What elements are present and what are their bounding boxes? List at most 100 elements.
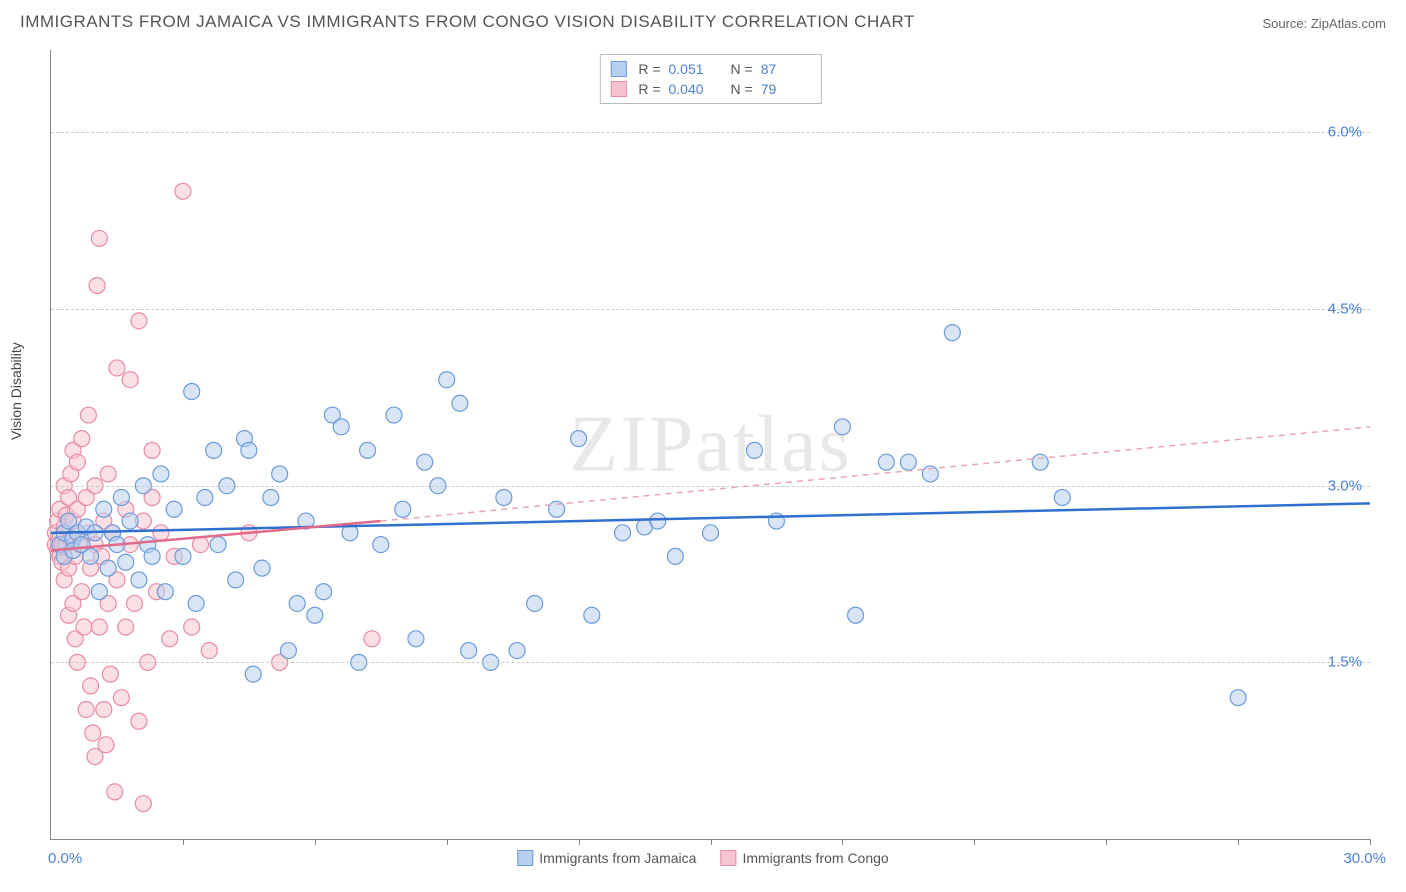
scatter-point [245,666,261,682]
scatter-point [395,501,411,517]
scatter-point [91,619,107,635]
legend-stats-row-jamaica: R = 0.051 N = 87 [610,59,810,79]
scatter-point [109,360,125,376]
x-tick [183,839,184,845]
scatter-point [85,725,101,741]
r-label: R = [638,81,660,97]
scatter-point [280,643,296,659]
gridline [51,132,1370,133]
y-axis-label: Vision Disability [8,342,24,440]
scatter-point [69,454,85,470]
scatter-point [333,419,349,435]
scatter-point [408,631,424,647]
scatter-point [615,525,631,541]
scatter-point [527,595,543,611]
legend-stats: R = 0.051 N = 87 R = 0.040 N = 79 [599,54,821,104]
scatter-point [157,584,173,600]
legend-bottom: Immigrants from Jamaica Immigrants from … [517,850,888,866]
scatter-point [878,454,894,470]
scatter-point [127,595,143,611]
scatter-point [452,395,468,411]
scatter-point [98,737,114,753]
scatter-point [386,407,402,423]
swatch-jamaica-bottom [517,850,533,866]
scatter-point [289,595,305,611]
scatter-point [1054,489,1070,505]
scatter-point [122,372,138,388]
legend-item-jamaica: Immigrants from Jamaica [517,850,696,866]
scatter-point [131,572,147,588]
scatter-point [263,489,279,505]
gridline [51,309,1370,310]
scatter-point [496,489,512,505]
gridline [51,486,1370,487]
x-tick [974,839,975,845]
scatter-point [373,537,389,553]
n-label: N = [731,61,753,77]
scatter-point [201,643,217,659]
scatter-point [206,442,222,458]
r-label: R = [638,61,660,77]
scatter-point [272,466,288,482]
legend-label-jamaica: Immigrants from Jamaica [539,850,696,866]
scatter-point [175,183,191,199]
x-tick [447,839,448,845]
scatter-point [650,513,666,529]
scatter-point [360,442,376,458]
scatter-point [834,419,850,435]
scatter-point [175,548,191,564]
scatter-point [364,631,380,647]
scatter-point [188,595,204,611]
scatter-point [96,501,112,517]
x-tick [579,839,580,845]
y-tick-label: 6.0% [1328,124,1362,141]
scatter-point [96,701,112,717]
x-tick [315,839,316,845]
scatter-point [135,796,151,812]
y-tick-label: 3.0% [1328,477,1362,494]
scatter-point [571,431,587,447]
scatter-point [100,560,116,576]
scatter-point [210,537,226,553]
scatter-point [184,619,200,635]
scatter-point [76,619,92,635]
scatter-point [307,607,323,623]
scatter-point [74,584,90,600]
x-tick [842,839,843,845]
x-axis-start-label: 0.0% [48,850,82,867]
y-tick-label: 4.5% [1328,301,1362,318]
scatter-point [80,407,96,423]
scatter-point [166,501,182,517]
n-label: N = [731,81,753,97]
r-value-congo: 0.040 [669,81,719,97]
swatch-congo-bottom [720,850,736,866]
r-value-jamaica: 0.051 [669,61,719,77]
scatter-point [144,442,160,458]
scatter-point [1230,690,1246,706]
scatter-point [83,678,99,694]
scatter-point [153,466,169,482]
n-value-jamaica: 87 [761,61,811,77]
scatter-point [91,584,107,600]
scatter-point [848,607,864,623]
scatter-point [102,666,118,682]
n-value-congo: 79 [761,81,811,97]
legend-item-congo: Immigrants from Congo [720,850,888,866]
scatter-point [944,325,960,341]
plot-area: ZIPatlas R = 0.051 N = 87 R = 0.040 N = … [50,50,1370,840]
scatter-point [667,548,683,564]
scatter-point [118,619,134,635]
legend-stats-row-congo: R = 0.040 N = 79 [610,79,810,99]
scatter-point [153,525,169,541]
scatter-point [78,701,94,717]
scatter-point [184,384,200,400]
scatter-point [113,690,129,706]
x-tick [1238,839,1239,845]
scatter-point [83,548,99,564]
x-tick [1370,839,1371,845]
chart-svg [51,50,1370,839]
scatter-point [131,313,147,329]
scatter-point [254,560,270,576]
scatter-point [113,489,129,505]
scatter-point [439,372,455,388]
